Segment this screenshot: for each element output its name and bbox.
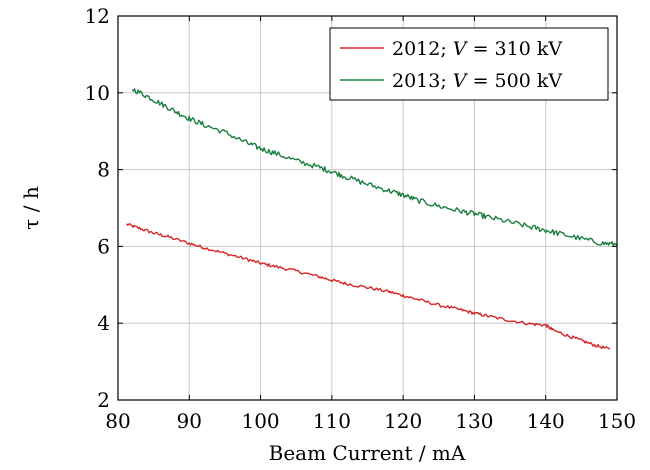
- series-layer: [126, 88, 617, 350]
- x-axis-label: Beam Current / mA: [269, 441, 466, 465]
- legend-box: [329, 27, 609, 101]
- y-axis-ticks: 2 4 6 8 10 12: [85, 4, 617, 412]
- y-tick-label: 10: [85, 81, 110, 105]
- series-line-2013: [131, 88, 617, 247]
- x-tick-label: 110: [313, 409, 351, 433]
- y-axis-label: τ / h: [19, 186, 43, 230]
- y-tick-label: 12: [85, 4, 110, 28]
- x-tick-label: 120: [384, 409, 422, 433]
- x-tick-label: 100: [241, 409, 279, 433]
- y-tick-label: 4: [97, 311, 110, 335]
- series-line-2012: [126, 222, 611, 350]
- x-tick-label: 130: [455, 409, 493, 433]
- legend-label-2012: 2012; V = 310 kV: [392, 38, 562, 60]
- plot-frame: [117, 15, 618, 401]
- y-tick-label: 2: [97, 388, 110, 412]
- x-tick-label: 140: [527, 409, 565, 433]
- legend: 2012; V = 310 kV 2013; V = 500 kV: [329, 27, 609, 101]
- y-tick-label: 8: [97, 158, 110, 182]
- x-tick-label: 150: [598, 409, 636, 433]
- x-axis-ticks: 80 90 100 110 120 130 140 150: [105, 16, 636, 433]
- legend-label-2013: 2013; V = 500 kV: [392, 70, 562, 92]
- x-tick-label: 80: [105, 409, 130, 433]
- y-tick-label: 6: [97, 234, 110, 258]
- x-tick-label: 90: [177, 409, 202, 433]
